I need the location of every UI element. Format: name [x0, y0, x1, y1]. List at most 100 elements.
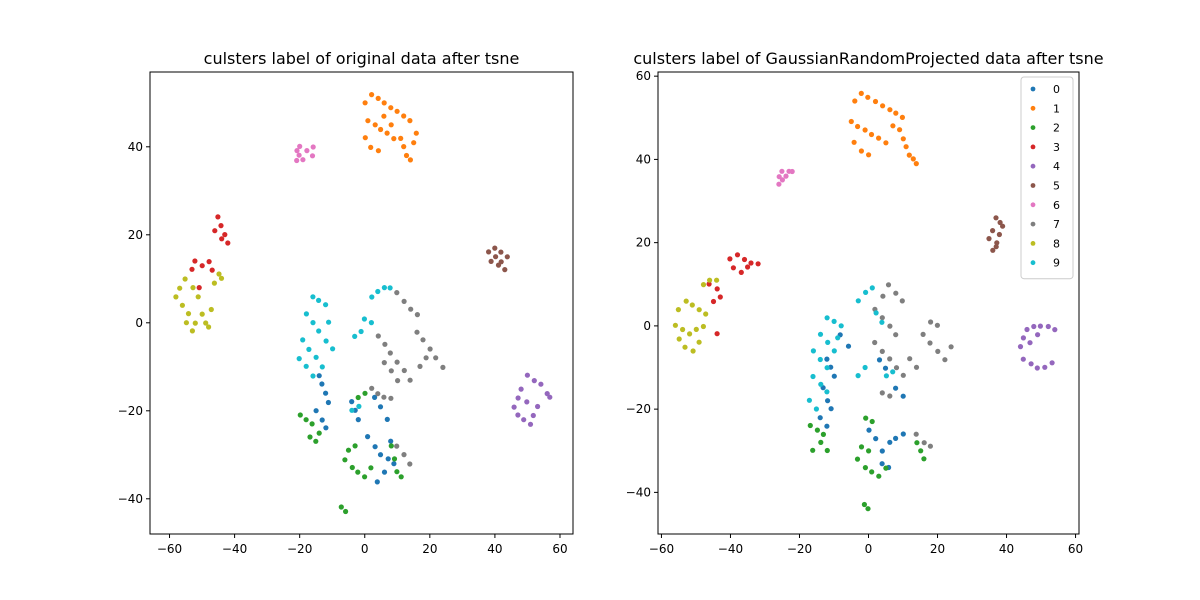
point-cluster-2-11	[858, 444, 865, 450]
point-cluster-3-6	[738, 269, 744, 275]
point-cluster-0-19	[377, 404, 384, 410]
point-cluster-0-10	[365, 434, 371, 440]
point-cluster-2-16	[863, 415, 869, 421]
point-cluster-8-15	[216, 271, 222, 277]
point-cluster-9-7	[817, 356, 823, 363]
point-cluster-9-12	[806, 397, 813, 403]
left-axes-frame	[149, 71, 574, 535]
point-cluster-1-6	[401, 113, 407, 119]
point-cluster-2-19	[865, 506, 871, 512]
point-cluster-3-4	[755, 261, 761, 267]
point-cluster-4-1	[1031, 323, 1037, 330]
point-cluster-1-16	[398, 135, 404, 141]
point-cluster-2-13	[388, 443, 394, 449]
left-ticks: −60 −40 −20 0 20 40 60 −40 −20 0 20 40	[118, 140, 568, 556]
point-cluster-4-13	[1035, 332, 1041, 338]
point-cluster-0-12	[377, 452, 384, 458]
point-cluster-1-14	[368, 144, 374, 150]
point-cluster-2-3	[307, 434, 313, 440]
point-cluster-0-0	[824, 356, 830, 362]
point-cluster-1-17	[890, 123, 896, 129]
point-cluster-9-24	[349, 407, 355, 413]
point-cluster-5-6	[502, 267, 508, 273]
point-cluster-0-11	[372, 444, 378, 450]
point-cluster-0-8	[866, 427, 872, 433]
point-cluster-0-4	[313, 408, 319, 414]
point-cluster-2-1	[303, 417, 309, 423]
point-cluster-1-13	[883, 140, 889, 146]
point-cluster-1-3	[872, 98, 879, 105]
point-cluster-9-10	[313, 354, 319, 360]
legend-label-8: 8	[1053, 237, 1060, 250]
point-cluster-8-8	[693, 326, 699, 332]
point-cluster-5-8	[993, 244, 999, 250]
point-cluster-4-4	[1052, 327, 1058, 333]
x-tick-label: −40	[718, 542, 743, 556]
point-cluster-4-10	[527, 421, 534, 427]
legend-label-6: 6	[1053, 199, 1060, 212]
point-cluster-7-3	[414, 312, 420, 318]
point-cluster-5-1	[994, 240, 1000, 246]
point-cluster-9-16	[369, 294, 375, 300]
point-cluster-6-6	[309, 153, 316, 159]
point-cluster-6-4	[304, 148, 310, 154]
y-tick-label: 60	[636, 69, 651, 83]
point-cluster-2-15	[921, 456, 927, 462]
left-chart-title: culsters label of original data after ts…	[204, 49, 520, 68]
point-cluster-1-14	[851, 139, 857, 145]
point-cluster-8-14	[211, 280, 217, 286]
point-cluster-3-0	[727, 256, 733, 262]
point-cluster-7-11	[388, 368, 394, 374]
x-tick-label: −60	[649, 542, 674, 556]
point-cluster-7-21	[934, 322, 941, 328]
point-cluster-7-5	[382, 341, 388, 347]
point-cluster-7-17	[440, 364, 446, 370]
point-cluster-9-0	[310, 294, 316, 300]
point-cluster-1-0	[852, 98, 858, 104]
point-cluster-3-6	[192, 258, 198, 264]
point-cluster-4-0	[1024, 326, 1030, 333]
point-cluster-4-4	[547, 394, 553, 400]
point-cluster-7-8	[401, 367, 407, 374]
point-cluster-8-13	[189, 328, 195, 334]
point-cluster-1-1	[858, 90, 864, 96]
point-cluster-2-3	[818, 439, 824, 445]
point-cluster-7-0	[394, 290, 400, 296]
point-cluster-9-0	[824, 315, 830, 321]
point-cluster-8-14	[700, 282, 707, 288]
legend-marker-3	[1030, 144, 1036, 150]
point-cluster-5-7	[493, 254, 499, 260]
point-cluster-8-0	[173, 294, 179, 300]
point-cluster-8-13	[696, 339, 702, 345]
point-cluster-1-12	[876, 135, 882, 141]
point-cluster-2-0	[807, 422, 813, 429]
point-cluster-4-7	[1020, 356, 1026, 362]
point-cluster-9-15	[326, 319, 332, 325]
point-cluster-8-2	[185, 311, 192, 317]
legend-marker-2	[1030, 125, 1036, 130]
point-cluster-2-5	[810, 447, 816, 453]
point-cluster-1-13	[362, 135, 368, 141]
point-cluster-9-23	[862, 364, 868, 371]
point-cluster-5-3	[504, 254, 510, 260]
point-cluster-4-9	[1034, 365, 1040, 371]
point-cluster-4-5	[518, 386, 524, 392]
x-tick-label: −40	[222, 542, 247, 556]
x-tick-label: 40	[487, 542, 502, 556]
point-cluster-2-2	[309, 421, 315, 427]
point-cluster-0-2	[323, 390, 329, 396]
point-cluster-0-13	[385, 456, 391, 462]
point-cluster-8-10	[676, 336, 682, 342]
point-cluster-2-4	[824, 447, 830, 454]
legend-marker-1	[1030, 105, 1036, 111]
point-cluster-9-12	[296, 356, 302, 362]
point-cluster-5-2	[996, 231, 1003, 238]
point-cluster-7-19	[423, 355, 429, 361]
point-cluster-3-7	[745, 264, 751, 270]
point-cluster-7-1	[893, 290, 899, 296]
point-cluster-7-18	[417, 363, 423, 369]
point-cluster-2-11	[345, 447, 352, 453]
point-cluster-1-8	[365, 118, 371, 124]
